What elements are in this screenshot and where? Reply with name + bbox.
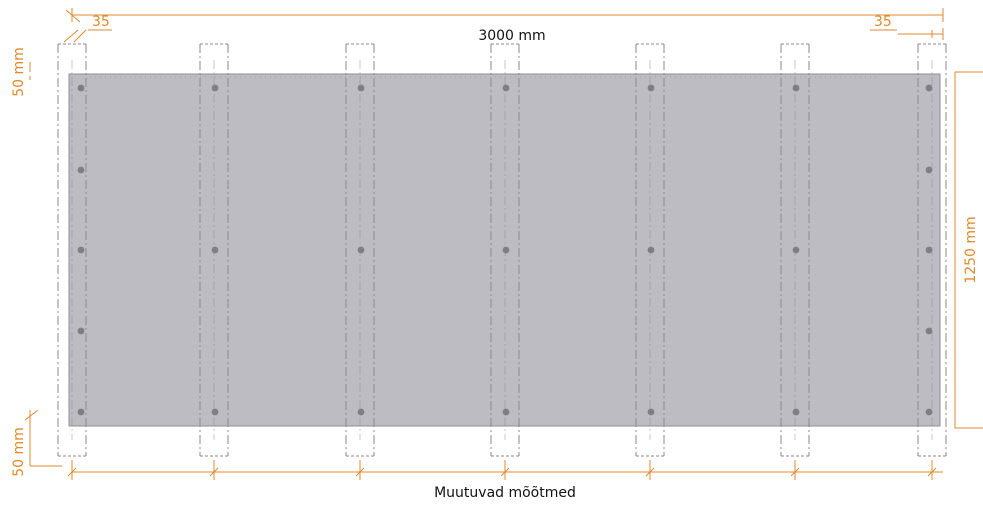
screw-margin-top-dimension: 50 mm xyxy=(11,47,31,97)
spacing-tick-mark xyxy=(927,467,937,477)
screw-point xyxy=(77,84,85,92)
variable-spacing-label: Muutuvad mõõtmed xyxy=(434,485,576,501)
spacing-tick-mark xyxy=(790,467,800,477)
screw-point xyxy=(77,408,85,416)
edge-offset-right-dimension: 35 xyxy=(870,14,944,40)
stud-spacing-dimension xyxy=(67,460,943,480)
screw-point xyxy=(502,408,510,416)
screw-point xyxy=(211,84,219,92)
screw-point xyxy=(647,246,655,254)
screw-point xyxy=(925,166,933,174)
screw-point xyxy=(925,327,933,335)
edge-offset-left-label: 35 xyxy=(92,14,110,30)
spacing-tick-mark xyxy=(355,467,365,477)
screw-point xyxy=(357,246,365,254)
spacing-tick-mark xyxy=(209,467,219,477)
screw-point xyxy=(502,84,510,92)
screw-point xyxy=(792,84,800,92)
panel-width-label: 3000 mm xyxy=(478,28,545,44)
screw-point xyxy=(925,408,933,416)
screw-point xyxy=(77,166,85,174)
screw-point xyxy=(77,327,85,335)
screw-point xyxy=(792,408,800,416)
screw-margin-top-label: 50 mm xyxy=(11,47,27,97)
screw-margin-bottom-label: 50 mm xyxy=(11,427,27,477)
screw-point xyxy=(925,246,933,254)
edge-offset-left-dimension: 35 xyxy=(63,9,112,43)
screw-point xyxy=(357,408,365,416)
screw-point xyxy=(357,84,365,92)
screw-point xyxy=(647,408,655,416)
screw-point xyxy=(211,246,219,254)
screw-point xyxy=(647,84,655,92)
spacing-tick-mark xyxy=(67,467,77,477)
width-dimension: 3000 mm xyxy=(71,8,944,44)
height-dimension: 1250 mm xyxy=(954,71,983,429)
spacing-tick-mark xyxy=(645,467,655,477)
panel-height-label: 1250 mm xyxy=(963,216,979,283)
edge-offset-right-label: 35 xyxy=(874,14,892,30)
stud-profile xyxy=(57,43,87,457)
screw-point xyxy=(792,246,800,254)
spacing-tick-mark xyxy=(500,467,510,477)
screw-point xyxy=(77,246,85,254)
screw-point xyxy=(502,246,510,254)
screw-point xyxy=(211,408,219,416)
screw-margin-bottom-dimension: 50 mm xyxy=(11,409,62,477)
screw-point xyxy=(925,84,933,92)
screw-points xyxy=(77,84,933,416)
